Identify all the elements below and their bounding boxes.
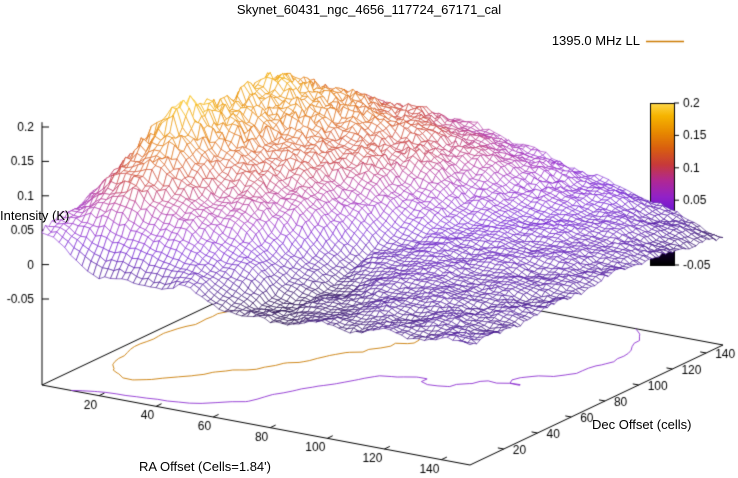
plot-title: Skynet_60431_ngc_4656_117724_67171_cal (236, 2, 502, 17)
legend-label: 1395.0 MHz LL (551, 33, 640, 48)
y-axis-title: Dec Offset (cells) (592, 417, 692, 432)
x-axis-title: RA Offset (Cells=1.84') (139, 459, 271, 474)
z-axis-title: Intensity (K) (0, 208, 70, 223)
